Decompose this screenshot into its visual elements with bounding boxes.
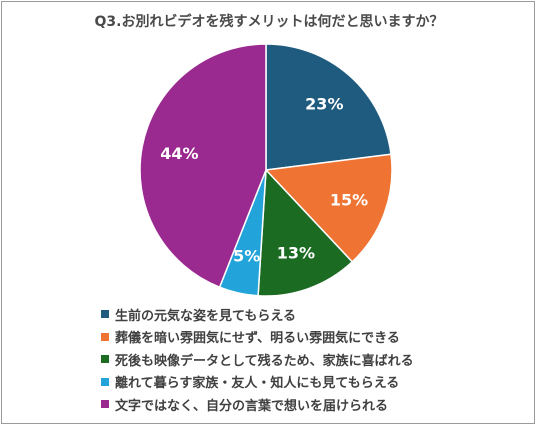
pie-slice-0 [265,43,392,171]
legend-label-3: 離れて暮らす家族・友人・知人にも見てもらえる [115,376,400,392]
pie-chart: 23% 15% 13% 5% 44% [139,43,393,297]
chart-legend: 生前の元気な姿を見てもらえる葬儀を暗い雰囲気にせず、明るい雰囲気にできる 死後も映… [101,303,414,416]
pie-label-1: 15% [330,190,368,209]
legend-swatch-3 [101,377,109,386]
legend-swatch-1 [101,332,109,341]
legend-item-0: 生前の元気な姿を見てもらえる [101,303,414,326]
legend-swatch-0 [101,310,109,319]
pie-slice-4 [139,43,267,289]
legend-item-2: 死後も映像データとして残るため、家族に喜ばれる [101,348,414,371]
pie-slices [139,43,393,297]
legend-swatch-2 [101,355,109,364]
chart-title: Q3.お別れビデオを残すメリットは何だと思いますか？ [94,14,444,30]
pie-label-3: 5% [233,247,260,266]
legend-label-2: 死後も映像データとして残るため、家族に喜ばれる [115,353,414,369]
legend-swatch-4 [101,400,109,409]
pie-labels: 23% 15% 13% 5% 44% [160,94,368,265]
pie-label-2: 13% [277,243,315,262]
legend-item-3: 離れて暮らす家族・友人・知人にも見てもらえる [101,371,414,394]
pie-label-0: 23% [305,94,343,113]
legend-item-1: 葬儀を暗い雰囲気にせず、明るい雰囲気にできる [101,326,414,349]
pie-label-4: 44% [160,144,198,163]
legend-label-4: 文字ではなく、自分の言葉で想いを届けられる [115,398,389,414]
pie-slice-1 [264,153,393,263]
legend-item-4: 文字ではなく、自分の言葉で想いを届けられる [101,393,414,416]
legend-label-1: 葬儀を暗い雰囲気にせず、明るい雰囲気にできる [115,331,400,347]
pie-slice-2 [257,168,354,297]
legend-label-0: 生前の元気な姿を見てもらえる [115,308,296,324]
